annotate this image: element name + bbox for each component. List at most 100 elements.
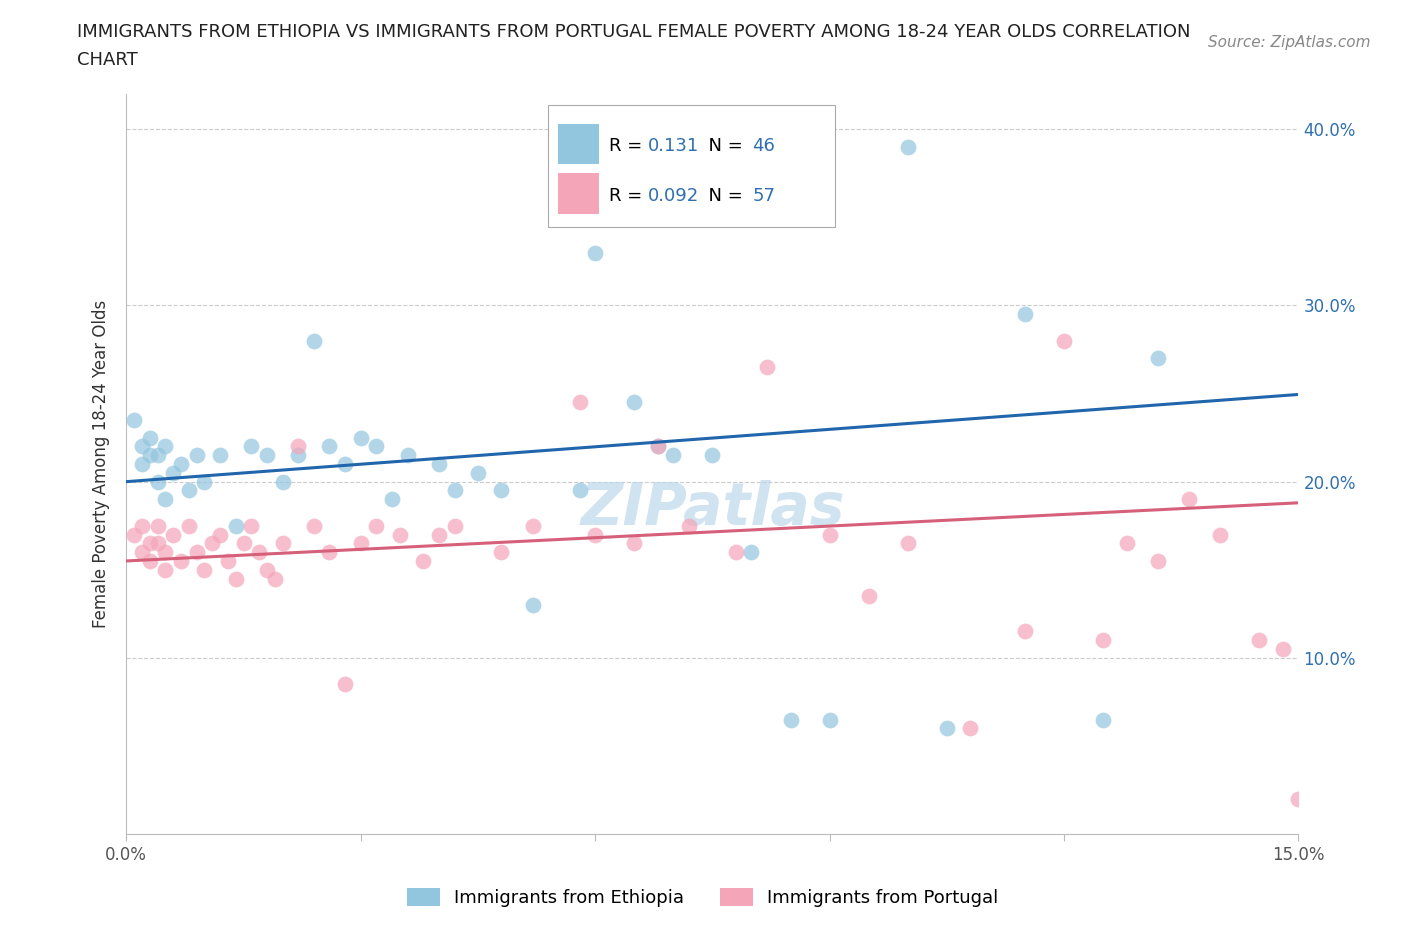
Text: ZIPatlas: ZIPatlas xyxy=(581,480,845,537)
Text: 0.131: 0.131 xyxy=(648,138,699,155)
Point xyxy=(350,536,373,551)
Point xyxy=(467,465,489,480)
Text: N =: N = xyxy=(697,187,748,205)
Point xyxy=(170,457,193,472)
Point xyxy=(818,527,841,542)
Point xyxy=(131,545,153,560)
Point xyxy=(209,448,232,463)
Point xyxy=(756,360,779,375)
Point xyxy=(131,518,153,533)
Point xyxy=(287,439,309,454)
Point xyxy=(522,598,544,613)
Point xyxy=(162,527,184,542)
Point xyxy=(388,527,411,542)
Point xyxy=(225,571,247,586)
Point xyxy=(491,545,513,560)
Point xyxy=(1014,307,1036,322)
Point xyxy=(1271,642,1294,657)
Point xyxy=(1053,333,1076,348)
Point xyxy=(256,448,278,463)
Point xyxy=(1115,536,1137,551)
Point xyxy=(396,448,419,463)
Legend: Immigrants from Ethiopia, Immigrants from Portugal: Immigrants from Ethiopia, Immigrants fro… xyxy=(398,879,1008,916)
Point xyxy=(662,448,685,463)
Point xyxy=(170,553,193,568)
Point xyxy=(740,545,762,560)
Text: CHART: CHART xyxy=(77,51,138,69)
Point xyxy=(318,545,340,560)
Point xyxy=(443,518,465,533)
Point xyxy=(193,474,215,489)
Text: 57: 57 xyxy=(752,187,775,205)
Point xyxy=(366,439,388,454)
Point xyxy=(568,483,591,498)
Point xyxy=(568,395,591,410)
Point xyxy=(443,483,465,498)
Point xyxy=(155,492,177,507)
Point xyxy=(139,431,162,445)
Point xyxy=(139,553,162,568)
Text: R =: R = xyxy=(609,138,648,155)
FancyBboxPatch shape xyxy=(558,173,599,214)
Point xyxy=(702,448,724,463)
Point xyxy=(122,527,145,542)
Point xyxy=(146,536,169,551)
Point xyxy=(302,333,325,348)
Point xyxy=(779,712,801,727)
Text: N =: N = xyxy=(697,138,748,155)
Point xyxy=(647,439,669,454)
Point xyxy=(858,589,880,604)
Point xyxy=(583,527,606,542)
Point xyxy=(678,518,700,533)
Point xyxy=(897,536,920,551)
Point xyxy=(240,518,263,533)
Point xyxy=(155,439,177,454)
Point xyxy=(1209,527,1232,542)
Point xyxy=(139,536,162,551)
Point xyxy=(177,518,200,533)
Point xyxy=(366,518,388,533)
Point xyxy=(146,474,169,489)
Point xyxy=(271,536,294,551)
Point xyxy=(427,527,450,542)
Text: 46: 46 xyxy=(752,138,775,155)
Text: IMMIGRANTS FROM ETHIOPIA VS IMMIGRANTS FROM PORTUGAL FEMALE POVERTY AMONG 18-24 : IMMIGRANTS FROM ETHIOPIA VS IMMIGRANTS F… xyxy=(77,23,1191,41)
Point xyxy=(381,492,404,507)
Point xyxy=(155,545,177,560)
Point xyxy=(1288,791,1310,806)
Point xyxy=(724,545,747,560)
Point xyxy=(193,563,215,578)
Point xyxy=(302,518,325,533)
Point xyxy=(350,431,373,445)
Point xyxy=(131,457,153,472)
Text: R =: R = xyxy=(609,187,648,205)
Point xyxy=(287,448,309,463)
Point xyxy=(583,246,606,260)
FancyBboxPatch shape xyxy=(548,105,835,227)
Point xyxy=(412,553,434,568)
Point xyxy=(818,712,841,727)
Point xyxy=(186,448,208,463)
Point xyxy=(256,563,278,578)
Point xyxy=(209,527,232,542)
Point xyxy=(333,677,356,692)
Point xyxy=(491,483,513,498)
Text: 0.092: 0.092 xyxy=(648,187,699,205)
Point xyxy=(201,536,224,551)
Point xyxy=(162,465,184,480)
Point xyxy=(1146,553,1168,568)
Point xyxy=(318,439,340,454)
Point xyxy=(897,140,920,154)
Point xyxy=(1092,712,1115,727)
Point xyxy=(225,518,247,533)
Point xyxy=(959,721,981,736)
Point xyxy=(263,571,285,586)
Point xyxy=(623,536,645,551)
Text: Source: ZipAtlas.com: Source: ZipAtlas.com xyxy=(1208,35,1371,50)
Point xyxy=(146,518,169,533)
Point xyxy=(155,563,177,578)
Point xyxy=(139,448,162,463)
Point xyxy=(122,413,145,428)
Point xyxy=(240,439,263,454)
Point xyxy=(247,545,270,560)
